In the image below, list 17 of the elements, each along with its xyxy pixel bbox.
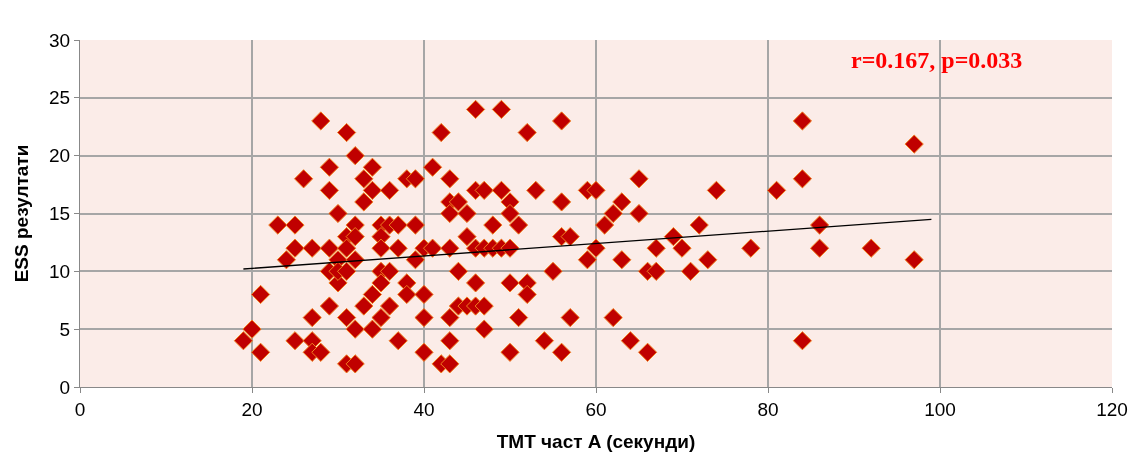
x-axis-title: TMT част A (секунди) (496, 430, 696, 452)
x-tick-label: 20 (241, 398, 263, 420)
x-tick-label: 60 (585, 398, 607, 420)
annotation: r=0.167, p=0.033 (851, 47, 1023, 73)
y-tick-label: 25 (49, 87, 71, 109)
y-axis-title: ESS резултати (10, 144, 32, 283)
y-tick-label: 15 (49, 203, 71, 225)
y-tick-label: 0 (59, 376, 71, 398)
y-tick-label: 10 (49, 260, 71, 282)
y-tick-label: 20 (49, 145, 71, 167)
x-tick-label: 120 (1096, 398, 1128, 420)
x-tick-label: 80 (757, 398, 779, 420)
x-tick-label: 100 (924, 398, 956, 420)
x-tick-label: 40 (413, 398, 435, 420)
y-tick-label: 5 (59, 318, 71, 340)
x-tick-label: 0 (74, 398, 86, 420)
y-tick-label: 30 (49, 29, 71, 51)
